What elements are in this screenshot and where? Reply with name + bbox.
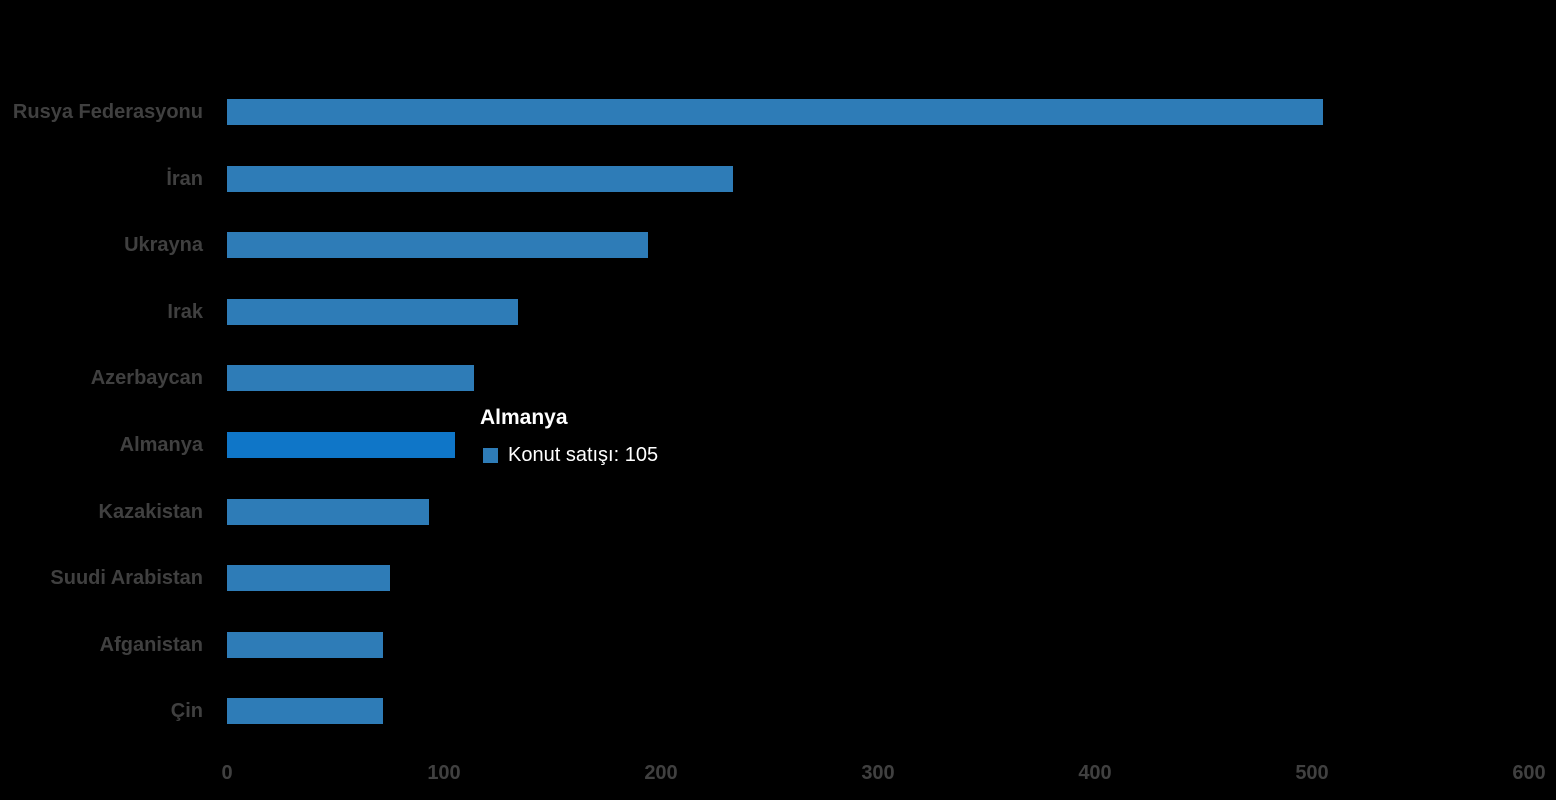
y-axis-label: Azerbaycan — [90, 366, 203, 389]
tooltip-series-row: Konut satışı: 105 — [480, 444, 658, 467]
tooltip: Almanya Konut satışı: 105 — [480, 406, 659, 467]
y-axis-label: Ukrayna — [124, 233, 203, 256]
y-axis-label: Almanya — [119, 433, 203, 456]
bar[interactable] — [227, 432, 455, 458]
bar[interactable] — [227, 232, 648, 258]
y-axis-label: Suudi Arabistan — [50, 566, 203, 589]
bar[interactable] — [227, 365, 474, 391]
x-axis-tick-label: 0 — [221, 762, 233, 784]
x-axis-tick-label: 600 — [1512, 762, 1546, 784]
series-swatch-icon — [483, 448, 498, 463]
bar[interactable] — [227, 698, 383, 724]
x-axis-tick-label: 400 — [1078, 762, 1112, 784]
bar[interactable] — [227, 632, 383, 658]
y-axis-label: Kazakistan — [98, 500, 204, 523]
y-axis-label: İran — [166, 167, 203, 190]
x-axis-tick-label: 200 — [644, 762, 678, 784]
y-axis-label: Rusya Federasyonu — [12, 100, 203, 123]
bar[interactable] — [227, 299, 518, 325]
x-axis-tick-label: 500 — [1295, 762, 1329, 784]
y-axis-label: Çin — [170, 699, 203, 722]
bar[interactable] — [227, 99, 1323, 125]
tooltip-title: Almanya — [480, 406, 568, 429]
y-axis-label: Irak — [167, 300, 203, 323]
bar[interactable] — [227, 166, 733, 192]
bar[interactable] — [227, 565, 390, 591]
x-axis-tick-label: 300 — [861, 762, 895, 784]
y-axis-label: Afganistan — [99, 633, 203, 656]
x-axis-tick-label: 100 — [427, 762, 461, 784]
tooltip-series-value: Konut satışı: 105 — [508, 444, 659, 466]
bar[interactable] — [227, 499, 429, 525]
